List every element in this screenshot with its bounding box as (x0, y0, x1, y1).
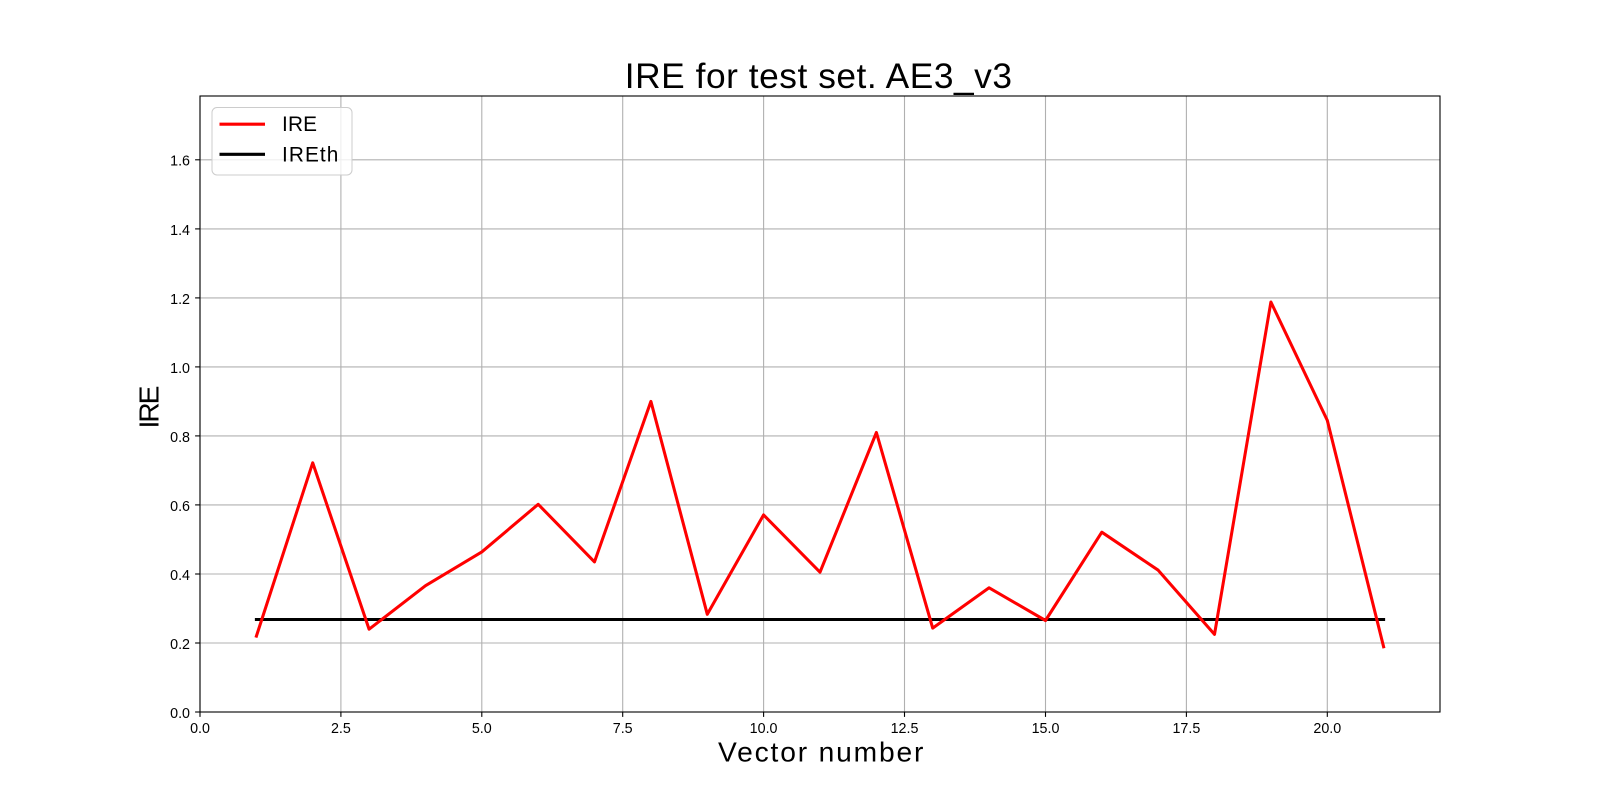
svg-text:0.8: 0.8 (170, 430, 190, 446)
svg-text:12.5: 12.5 (891, 721, 919, 737)
svg-text:1.0: 1.0 (170, 361, 190, 377)
svg-text:IRE for test set. AE3_v3: IRE for test set. AE3_v3 (625, 57, 1012, 96)
svg-text:Vector number: Vector number (718, 736, 923, 768)
svg-text:IRE: IRE (133, 386, 165, 429)
svg-text:5.0: 5.0 (472, 721, 492, 737)
svg-text:17.5: 17.5 (1172, 721, 1200, 737)
svg-text:0.0: 0.0 (190, 721, 210, 737)
svg-text:10.0: 10.0 (750, 721, 778, 737)
svg-text:1.2: 1.2 (170, 292, 190, 308)
svg-text:1.6: 1.6 (170, 154, 190, 170)
svg-text:0.0: 0.0 (170, 706, 190, 722)
svg-text:0.6: 0.6 (170, 499, 190, 515)
svg-text:IREth: IREth (282, 143, 338, 166)
svg-text:2.5: 2.5 (331, 721, 351, 737)
svg-text:15.0: 15.0 (1032, 721, 1060, 737)
svg-text:20.0: 20.0 (1313, 721, 1341, 737)
svg-text:0.2: 0.2 (170, 637, 190, 653)
svg-text:1.4: 1.4 (170, 223, 190, 239)
svg-text:0.4: 0.4 (170, 568, 190, 584)
svg-text:IRE: IRE (282, 113, 317, 136)
svg-text:7.5: 7.5 (613, 721, 633, 737)
